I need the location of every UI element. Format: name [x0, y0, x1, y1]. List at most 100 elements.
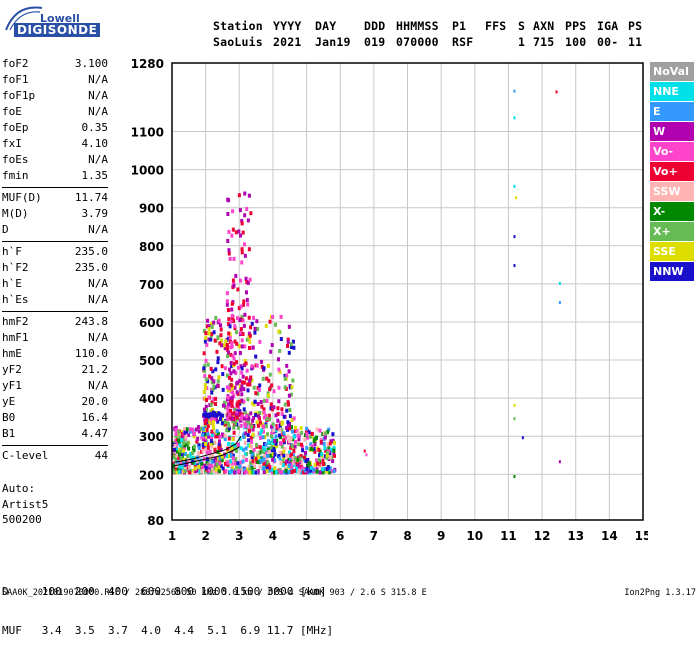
echo-point [243, 452, 247, 457]
echo-point [237, 193, 241, 198]
echo-point [221, 372, 225, 377]
echo-point [280, 422, 284, 427]
param-name: foEs [2, 153, 29, 166]
echo-point [286, 420, 290, 425]
echo-point [238, 318, 242, 323]
param-row-clevel: C-level 44 [2, 448, 108, 464]
echo-point [209, 439, 213, 444]
echo-point [290, 469, 294, 474]
echo-point [212, 397, 216, 402]
echo-point [240, 384, 244, 389]
echo-point [231, 419, 235, 424]
echo-point [260, 449, 264, 454]
echo-point [214, 401, 218, 406]
echo-point [287, 324, 291, 329]
param-name: M(D) [2, 207, 29, 220]
distance-muf-table: D 100 200 400 600 800 1000 1500 3000 [km… [2, 559, 333, 650]
echo-point [279, 440, 283, 445]
header-s: S [518, 19, 526, 33]
echo-point [286, 434, 290, 439]
param-value: N/A [88, 105, 108, 118]
echo-point [289, 344, 293, 349]
echo-point [220, 421, 224, 426]
echo-point [218, 434, 222, 439]
echo-point [315, 469, 319, 474]
echo-point [224, 469, 228, 474]
echo-point [268, 465, 272, 470]
y-tick-label: 200 [139, 468, 164, 482]
echo-point [218, 439, 222, 444]
echo-point [282, 438, 286, 443]
echo-point [182, 457, 186, 462]
echo-point [272, 449, 276, 454]
echo-point [295, 461, 299, 466]
echo-point [269, 434, 273, 439]
header-pps: PPS [565, 19, 587, 33]
echo-point [279, 337, 283, 342]
echo-point [182, 448, 186, 453]
header-yyyy: YYYY [273, 19, 302, 33]
echo-point [283, 402, 287, 407]
echo-point [233, 407, 237, 412]
echo-point [278, 348, 282, 353]
echo-point [299, 470, 303, 475]
echo-point [284, 468, 288, 473]
echo-point [513, 235, 516, 239]
echo-point [249, 458, 253, 463]
echo-point [201, 465, 205, 470]
echo-point [211, 423, 215, 428]
echo-point [216, 356, 220, 361]
echo-point [240, 314, 244, 319]
echo-point [253, 399, 257, 404]
echo-point [256, 460, 260, 465]
echo-point [318, 462, 322, 467]
trace-line [173, 446, 240, 467]
echo-point [174, 432, 178, 437]
echo-point [300, 430, 304, 435]
param-value: N/A [88, 223, 108, 236]
echo-point [246, 388, 250, 393]
echo-point [289, 392, 293, 397]
echo-point [283, 373, 287, 378]
param-name: D [2, 223, 9, 236]
echo-point [197, 464, 201, 469]
echo-point [223, 422, 227, 427]
echo-point [282, 449, 286, 454]
header-hhmmss: HHMMSS [396, 19, 439, 33]
echo-point [286, 343, 290, 348]
echo-point [277, 357, 281, 362]
echo-point [200, 469, 204, 474]
echo-point [186, 453, 190, 458]
echo-point [218, 416, 222, 421]
echo-point [268, 417, 272, 422]
echo-point [247, 331, 251, 336]
echo-point [268, 372, 272, 377]
echo-point [216, 383, 220, 388]
echo-point [228, 375, 232, 380]
param-value: N/A [88, 73, 108, 86]
echo-point [285, 459, 289, 464]
echo-point [316, 461, 320, 466]
echo-point [183, 469, 187, 474]
param-name: MUF(D) [2, 191, 42, 204]
echo-point [182, 461, 186, 466]
echo-point [244, 376, 248, 381]
echo-point [206, 424, 210, 429]
echo-point [214, 315, 218, 320]
echo-point [229, 319, 233, 324]
echo-point [291, 463, 295, 468]
echo-point [290, 425, 294, 430]
echo-point [278, 450, 282, 455]
distance-row: D 100 200 400 600 800 1000 1500 3000 [km… [2, 585, 327, 598]
echo-point [305, 446, 309, 451]
y-tick-label: 900 [139, 202, 164, 216]
echo-point [229, 400, 233, 405]
value-ddd: 019 [364, 35, 386, 49]
echo-point [558, 301, 561, 305]
echo-point [305, 432, 309, 437]
echo-point [226, 308, 230, 313]
echo-point [275, 438, 279, 443]
param-name: h`Es [2, 293, 29, 306]
echo-point [229, 360, 233, 365]
echo-point [209, 441, 213, 446]
